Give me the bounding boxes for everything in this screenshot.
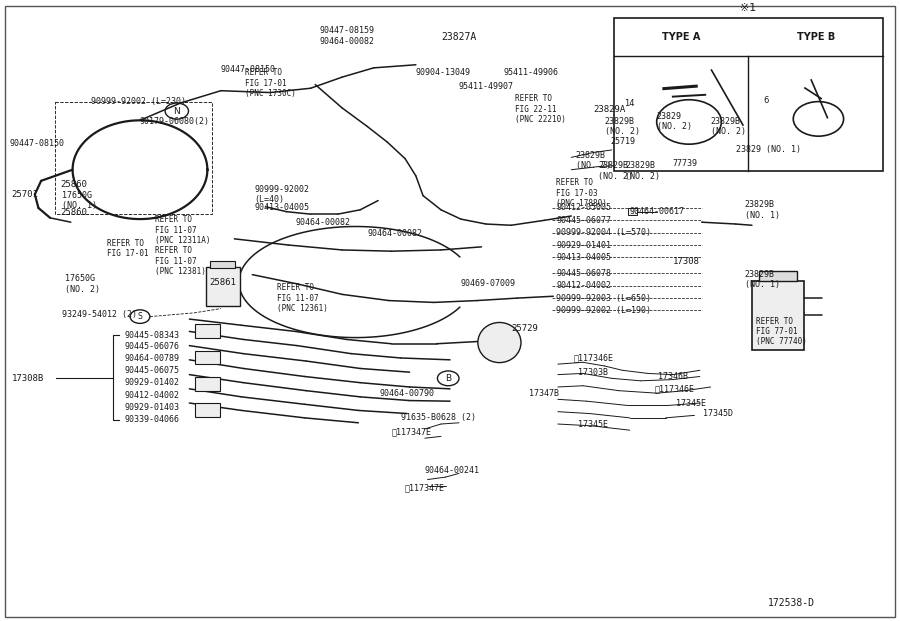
Text: 25719: 25719 bbox=[610, 137, 635, 146]
Text: 91635-B0628 (2): 91635-B0628 (2) bbox=[400, 414, 475, 422]
Text: REFER TO
FIG 17-01
(PNC 1730C): REFER TO FIG 17-01 (PNC 1730C) bbox=[245, 68, 296, 98]
Text: 90929-01401: 90929-01401 bbox=[556, 240, 611, 250]
Text: 90412-04002: 90412-04002 bbox=[125, 391, 180, 399]
Text: 23829B
(NO. 2): 23829B (NO. 2) bbox=[598, 161, 634, 181]
Text: 90413-04005: 90413-04005 bbox=[556, 253, 611, 262]
Text: 93249-54012 (2): 93249-54012 (2) bbox=[62, 310, 137, 319]
Text: 90413-04005: 90413-04005 bbox=[254, 204, 309, 212]
Text: REFER TO
FIG 11-07
(PNC 12311A): REFER TO FIG 11-07 (PNC 12311A) bbox=[156, 215, 211, 245]
Bar bbox=[194, 403, 220, 417]
Text: 90464-00082: 90464-00082 bbox=[320, 37, 374, 46]
Text: 23827A: 23827A bbox=[441, 32, 476, 42]
Text: 25861: 25861 bbox=[209, 278, 236, 286]
Text: 23829B
(NO. 2): 23829B (NO. 2) bbox=[605, 117, 640, 136]
Text: 23829B
(NO. 2): 23829B (NO. 2) bbox=[576, 151, 611, 170]
Text: 90999-92002 (L=190): 90999-92002 (L=190) bbox=[556, 306, 651, 315]
Text: 95411-49906: 95411-49906 bbox=[504, 68, 559, 76]
Text: ※117346E: ※117346E bbox=[655, 384, 695, 393]
Text: 90464-00789: 90464-00789 bbox=[125, 354, 180, 363]
Text: 90999-92004 (L=570): 90999-92004 (L=570) bbox=[556, 228, 651, 237]
Text: 90447-08159: 90447-08159 bbox=[320, 26, 374, 35]
Text: 90999-92002
(L=40): 90999-92002 (L=40) bbox=[254, 184, 309, 204]
Text: 90447-08150: 90447-08150 bbox=[10, 139, 65, 148]
Text: N: N bbox=[174, 107, 180, 116]
Text: 23829B
(NO. 2): 23829B (NO. 2) bbox=[711, 117, 745, 136]
Text: ※117347E: ※117347E bbox=[405, 483, 446, 492]
Text: 23829B
(NO. 1): 23829B (NO. 1) bbox=[744, 200, 779, 220]
Text: 25860: 25860 bbox=[60, 209, 87, 217]
Text: 77739: 77739 bbox=[673, 159, 698, 168]
Text: ※1: ※1 bbox=[740, 3, 757, 13]
Text: 90179-06080(2): 90179-06080(2) bbox=[140, 117, 210, 126]
Text: 90447-08150: 90447-08150 bbox=[220, 65, 276, 74]
Text: ※117346E: ※117346E bbox=[574, 353, 614, 363]
Text: REFER TO
FIG 77-01
(PNC 77740): REFER TO FIG 77-01 (PNC 77740) bbox=[755, 317, 806, 347]
Text: 95411-49907: 95411-49907 bbox=[459, 82, 514, 91]
Bar bbox=[614, 18, 883, 171]
Text: 90929-01402: 90929-01402 bbox=[125, 378, 180, 387]
Text: 17308: 17308 bbox=[673, 256, 699, 266]
Text: 90999-92003 (L=650): 90999-92003 (L=650) bbox=[556, 294, 651, 302]
Text: 90339-04066: 90339-04066 bbox=[125, 415, 180, 424]
Text: 25701: 25701 bbox=[12, 190, 39, 199]
Text: TYPE B: TYPE B bbox=[796, 32, 835, 42]
Ellipse shape bbox=[478, 322, 521, 363]
Bar bbox=[752, 281, 804, 350]
Bar bbox=[205, 267, 239, 306]
Text: 17346B: 17346B bbox=[659, 372, 688, 381]
Text: 17650G
(NO. 1): 17650G (NO. 1) bbox=[62, 191, 97, 211]
Text: 90464-00082: 90464-00082 bbox=[295, 219, 350, 227]
Text: 172538-D: 172538-D bbox=[768, 598, 815, 608]
Bar bbox=[194, 351, 220, 364]
Text: 90445-06077: 90445-06077 bbox=[556, 216, 611, 225]
Text: 17650G
(NO. 2): 17650G (NO. 2) bbox=[66, 274, 101, 294]
Text: 90445-06076: 90445-06076 bbox=[125, 342, 180, 351]
Text: 17308B: 17308B bbox=[12, 374, 44, 383]
Text: 23829B
(NO. 2): 23829B (NO. 2) bbox=[626, 161, 661, 181]
Bar bbox=[194, 377, 220, 391]
Text: 17345E: 17345E bbox=[677, 399, 706, 407]
Text: REFER TO
FIG 11-07
(PNC 12361): REFER TO FIG 11-07 (PNC 12361) bbox=[277, 283, 328, 313]
Text: 23829A: 23829A bbox=[594, 105, 626, 114]
Text: 23829B
(NO. 1): 23829B (NO. 1) bbox=[744, 270, 779, 289]
Text: 90412-04002: 90412-04002 bbox=[556, 281, 611, 290]
Text: 90464-00082: 90464-00082 bbox=[367, 229, 422, 238]
Text: REFER TO
FIG 11-07
(PNC 12381): REFER TO FIG 11-07 (PNC 12381) bbox=[156, 246, 206, 276]
Text: S: S bbox=[138, 312, 142, 321]
Text: 90464-00617: 90464-00617 bbox=[630, 207, 685, 216]
Bar bbox=[210, 261, 235, 268]
Text: 90464-00790: 90464-00790 bbox=[380, 389, 435, 397]
Bar bbox=[194, 324, 220, 338]
Text: 17345E: 17345E bbox=[578, 420, 608, 428]
Text: ※117347E: ※117347E bbox=[392, 427, 432, 437]
Text: 17303B: 17303B bbox=[578, 368, 608, 377]
Text: 25729: 25729 bbox=[511, 324, 538, 333]
Text: 90445-06078: 90445-06078 bbox=[556, 269, 611, 278]
Text: 17345D: 17345D bbox=[704, 409, 734, 418]
Text: B: B bbox=[446, 374, 451, 383]
Text: REFER TO
FIG 17-01: REFER TO FIG 17-01 bbox=[107, 239, 148, 258]
Text: 90929-01403: 90929-01403 bbox=[125, 403, 180, 412]
Text: 90999-92002 (L=230): 90999-92002 (L=230) bbox=[91, 97, 185, 106]
Text: TYPE A: TYPE A bbox=[662, 32, 700, 42]
Text: 90412-05005: 90412-05005 bbox=[556, 204, 611, 212]
Text: 23829
(NO. 2): 23829 (NO. 2) bbox=[657, 112, 692, 131]
Text: 23829 (NO. 1): 23829 (NO. 1) bbox=[736, 145, 801, 155]
Text: 90904-13049: 90904-13049 bbox=[416, 68, 471, 76]
Text: 90445-06075: 90445-06075 bbox=[125, 366, 180, 375]
Text: 90445-08343: 90445-08343 bbox=[125, 330, 180, 340]
Text: REFER TO
FIG 17-03
(PNC 17880): REFER TO FIG 17-03 (PNC 17880) bbox=[556, 178, 607, 208]
Text: 90464-00241: 90464-00241 bbox=[425, 466, 480, 476]
Bar bbox=[759, 271, 796, 281]
Text: 90469-07009: 90469-07009 bbox=[461, 279, 516, 288]
Text: 6: 6 bbox=[763, 96, 769, 105]
Text: REFER TO
FIG 22-11
(PNC 22210): REFER TO FIG 22-11 (PNC 22210) bbox=[515, 94, 565, 124]
Text: 25860: 25860 bbox=[60, 180, 87, 189]
Bar bbox=[628, 208, 637, 215]
Text: 17347B: 17347B bbox=[529, 389, 559, 397]
Text: 14: 14 bbox=[625, 99, 634, 108]
